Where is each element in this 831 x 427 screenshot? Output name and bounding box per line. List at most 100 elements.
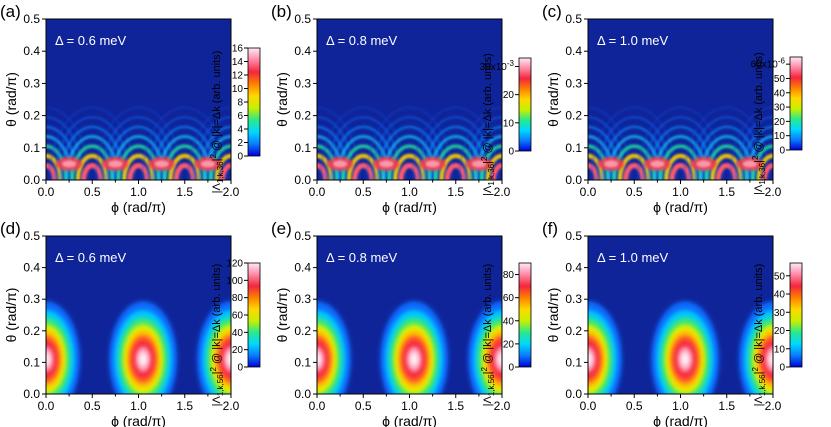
y-tick-label: 0.4	[294, 261, 311, 275]
y-tick-label: 0.2	[294, 324, 311, 338]
y-tick-label: 0.1	[565, 355, 582, 369]
intensity-blob	[410, 352, 419, 367]
colorbar-tick-label: 10	[503, 118, 515, 129]
colorbar	[789, 262, 803, 368]
intensity-ring	[612, 144, 656, 180]
y-tick-label: 0.0	[23, 387, 40, 401]
x-tick-label: 2.0	[223, 399, 240, 413]
intensity-ring	[319, 106, 407, 180]
colorbar-tick-label: 10	[774, 344, 786, 355]
intensity-ring	[116, 144, 161, 180]
colorbar-label: |Λ1,k,56|2 @ |k|=Δk (arb. units)	[751, 264, 767, 407]
colorbar-label: |Λ1,k,56|2 @ |k|=Δk (arb. units)	[209, 264, 225, 407]
y-axis-label: θ (rad/π)	[3, 288, 19, 343]
x-tick-label: 1.5	[176, 185, 193, 199]
x-tick-label: 2.0	[494, 399, 511, 413]
colorbar-tick-label: 0	[779, 363, 785, 374]
heatmap-background	[46, 19, 231, 180]
intensity-ring	[596, 116, 673, 180]
x-tick-label: 1.5	[718, 399, 735, 413]
intensity-ring	[325, 116, 402, 180]
intensity-ring	[590, 106, 678, 180]
intensity-peak-core	[742, 160, 757, 168]
colorbar-tick-label: 30	[774, 103, 786, 114]
x-tick-label: 0.0	[580, 185, 597, 199]
y-tick-label: 0.5	[565, 229, 582, 243]
y-axis-label: θ (rad/π)	[3, 72, 19, 127]
intensity-ring	[341, 144, 385, 180]
x-tick-label: 2.0	[765, 399, 782, 413]
intensity-ring	[70, 144, 114, 180]
intensity-ring	[75, 153, 109, 180]
panel-label: (c)	[542, 2, 562, 21]
y-tick-label: 0.2	[294, 109, 311, 123]
colorbar	[247, 47, 261, 157]
delta-annotation: Δ = 0.8 meV	[326, 33, 398, 48]
intensity-ring	[111, 134, 166, 180]
y-tick-label: 0.2	[23, 109, 40, 123]
y-tick-label: 0.0	[23, 173, 40, 187]
intensity-ring	[387, 144, 432, 180]
intensity-ring	[699, 134, 754, 180]
delta-annotation: Δ = 1.0 meV	[597, 33, 669, 48]
intensity-ring	[636, 106, 725, 180]
x-tick-label: 0.0	[309, 185, 326, 199]
colorbar-tick-label: 14	[232, 57, 244, 68]
x-axis-label: ϕ (rad/π)	[111, 413, 166, 427]
y-tick-label: 0.3	[23, 76, 40, 90]
x-tick-label: 1.5	[447, 399, 464, 413]
colorbar-tick-label: 30x10-3	[480, 59, 515, 73]
colorbar-tick-label: 60x10-6	[751, 57, 786, 71]
colorbar-tick-label: 8	[237, 98, 243, 109]
y-tick-label: 0.1	[23, 141, 40, 155]
y-tick-label: 0.5	[565, 12, 582, 26]
x-tick-label: 1.5	[718, 185, 735, 199]
y-axis-label: θ (rad/π)	[274, 72, 290, 127]
colorbar-tick-label: 10	[774, 131, 786, 142]
colorbar	[518, 57, 532, 152]
heatmap-field	[317, 301, 502, 394]
intensity-blob	[46, 352, 51, 367]
panel-label: (f)	[542, 219, 558, 238]
heatmap-background	[317, 19, 502, 180]
y-axis-label: θ (rad/π)	[274, 288, 290, 343]
colorbar-tick-label: 80	[503, 270, 515, 281]
intensity-ring	[393, 153, 426, 180]
delta-annotation: Δ = 0.6 meV	[55, 250, 127, 265]
intensity-ring	[48, 106, 136, 180]
intensity-peak-core	[604, 160, 619, 168]
y-tick-label: 0.3	[565, 292, 582, 306]
intensity-peak-core	[379, 160, 394, 168]
y-tick-label: 0.4	[565, 261, 582, 275]
panel-label: (b)	[271, 2, 292, 21]
x-tick-label: 2.0	[223, 185, 240, 199]
y-tick-label: 0.1	[294, 141, 311, 155]
y-tick-label: 0.2	[23, 324, 40, 338]
intensity-blob	[497, 352, 502, 367]
y-tick-label: 0.2	[565, 109, 582, 123]
colorbar	[247, 262, 261, 368]
heatmap-field	[588, 301, 773, 394]
x-tick-label: 0.0	[580, 399, 597, 413]
intensity-ring	[54, 116, 131, 180]
colorbar-tick-label: 10	[232, 84, 244, 95]
x-tick-label: 1.0	[672, 185, 689, 199]
colorbar	[789, 56, 803, 151]
y-tick-label: 0.4	[294, 44, 311, 58]
intensity-peak-core	[425, 160, 440, 168]
panel-1: 0.0 0.5 1.0 1.5 2.0 0.0 0.1 0.2 0.3 0.4 0.5 ϕ (rad/…	[271, 2, 532, 215]
intensity-ring	[371, 116, 448, 180]
delta-annotation: Δ = 0.8 meV	[326, 250, 398, 265]
colorbar-tick-label: 0	[237, 152, 243, 163]
intensity-ring	[683, 106, 771, 180]
y-tick-label: 0.1	[294, 355, 311, 369]
panel-3: 0.0 0.5 1.0 1.5 2.0 0.0 0.1 0.2 0.3 0.4 0.5 ϕ (rad/…	[0, 219, 261, 427]
colorbar-tick-label: 20	[774, 326, 786, 337]
y-tick-label: 0.3	[565, 76, 582, 90]
y-tick-label: 0.5	[294, 12, 311, 26]
colorbar-tick-label: 50	[774, 74, 786, 85]
panel-5: 0.0 0.5 1.0 1.5 2.0 0.0 0.1 0.2 0.3 0.4 0.5 ϕ (rad/…	[542, 219, 803, 427]
intensity-ring	[65, 134, 120, 180]
colorbar-label: |Λ1,k,36|2 @ |k|=Δk (arb. units)	[480, 53, 496, 196]
colorbar-exponent: -6	[778, 57, 786, 66]
